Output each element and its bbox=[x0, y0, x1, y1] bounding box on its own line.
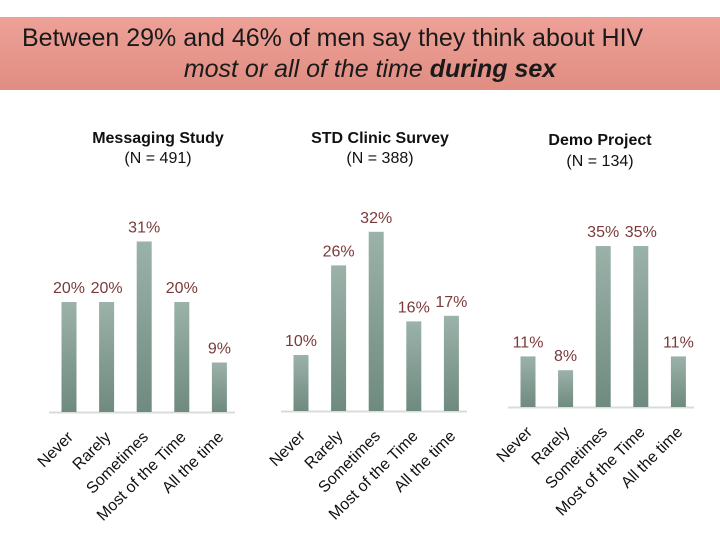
chart-3-bar-1 bbox=[520, 356, 536, 407]
chart-1-value-label-1: 20% bbox=[53, 280, 85, 297]
chart-2-value-label-3: 32% bbox=[360, 210, 392, 227]
chart-2-value-label-2: 26% bbox=[323, 243, 355, 260]
chart-1-bar-2 bbox=[99, 302, 115, 412]
headline-line-2: most or all of the time during sex bbox=[0, 55, 720, 84]
chart-3-value-label-3: 35% bbox=[587, 224, 619, 241]
chart-1-bar-3 bbox=[136, 241, 152, 412]
chart-2-bar-2 bbox=[331, 265, 347, 411]
chart-2-value-label-5: 17% bbox=[435, 294, 467, 311]
headline-line-1: Between 29% and 46% of men say they thin… bbox=[22, 24, 644, 52]
chart-1-bar-4 bbox=[174, 302, 190, 412]
chart-3-value-label-2: 8% bbox=[554, 348, 577, 365]
chart-2-bar-1 bbox=[293, 355, 309, 411]
chart-1-bar-1 bbox=[61, 302, 77, 412]
chart-3-value-label-5: 11% bbox=[663, 334, 694, 351]
chart-2-subtitle: (N = 388) bbox=[346, 150, 413, 167]
chart-1-title: Messaging Study bbox=[92, 130, 224, 147]
chart-2-bar-5 bbox=[443, 315, 459, 411]
chart-2-value-label-4: 16% bbox=[398, 299, 430, 316]
chart-1-subtitle: (N = 491) bbox=[124, 150, 191, 167]
chart-3-subtitle: (N = 134) bbox=[566, 153, 633, 170]
chart-3-bar-2 bbox=[558, 370, 574, 407]
chart-2-category-label-1: Never bbox=[267, 427, 310, 470]
chart-3-value-label-1: 11% bbox=[513, 334, 544, 351]
chart-3-bar-3 bbox=[595, 246, 611, 407]
chart-3-value-label-4: 35% bbox=[625, 224, 657, 241]
headline-line-2-bold: during sex bbox=[429, 55, 557, 83]
chart-1-value-label-4: 20% bbox=[166, 280, 198, 297]
chart-1-value-label-3: 31% bbox=[128, 220, 160, 237]
chart-1-bar-5 bbox=[211, 362, 227, 412]
chart-3-category-label-1: Never bbox=[494, 423, 537, 466]
chart-3-bar-5 bbox=[670, 356, 686, 407]
headline-line-2-italic: most or all of the time bbox=[183, 55, 430, 83]
chart-2-bar-3 bbox=[368, 231, 384, 411]
chart-3-title: Demo Project bbox=[548, 132, 652, 149]
chart-1-value-label-2: 20% bbox=[91, 280, 123, 297]
chart-1-category-label-1: Never bbox=[35, 428, 78, 471]
chart-2-bar-4 bbox=[406, 321, 422, 411]
chart-2-value-label-1: 10% bbox=[285, 333, 317, 350]
chart-3-bar-4 bbox=[633, 246, 649, 407]
title-banner: Between 29% and 46% of men say they thin… bbox=[0, 17, 720, 90]
chart-1-value-label-5: 9% bbox=[208, 341, 231, 358]
chart-2-title: STD Clinic Survey bbox=[311, 130, 449, 147]
